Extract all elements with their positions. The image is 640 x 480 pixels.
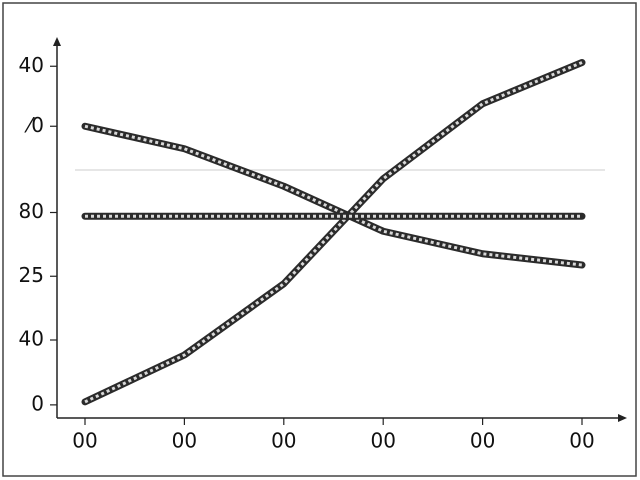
x-tick-label: 00 xyxy=(172,429,197,453)
y-tick-label: 80 xyxy=(19,199,44,223)
x-tick-label: 00 xyxy=(271,429,296,453)
y-tick-label: 25 xyxy=(19,263,44,287)
rope-texture xyxy=(84,61,583,404)
x-tick-label: 00 xyxy=(370,429,395,453)
x-tick-label: 00 xyxy=(72,429,97,453)
y-tick-label: 0 xyxy=(31,391,44,415)
y-arrow xyxy=(53,37,61,46)
y-tick-label: ⁄0 xyxy=(24,113,44,137)
x-tick-label: 00 xyxy=(569,429,594,453)
y-tick-label: 40 xyxy=(19,327,44,351)
y-tick-label: 40 xyxy=(19,53,44,77)
x-tick-label: 00 xyxy=(470,429,495,453)
x-arrow xyxy=(618,414,627,422)
rope-texture xyxy=(84,124,583,267)
